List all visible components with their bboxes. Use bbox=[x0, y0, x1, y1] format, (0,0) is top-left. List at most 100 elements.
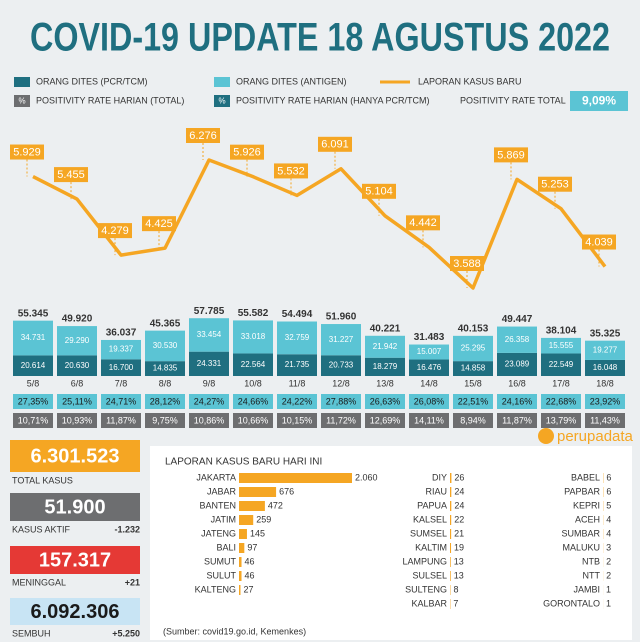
total-label: 49.920 bbox=[62, 314, 93, 325]
value-label: 5.869 bbox=[497, 149, 525, 161]
positivity-cell bbox=[321, 413, 361, 428]
bar bbox=[239, 585, 241, 595]
total-label: 40.153 bbox=[458, 323, 489, 334]
value-label-box bbox=[538, 176, 572, 192]
stat-value: 6.301.523 bbox=[31, 445, 120, 467]
value-label-box bbox=[582, 234, 616, 250]
value-label: 8 bbox=[453, 584, 458, 594]
legend-label: ORANG DITES (PCR/TCM) bbox=[36, 76, 148, 86]
total-label: 35.325 bbox=[590, 328, 621, 339]
positivity-cell bbox=[189, 394, 229, 409]
bar-segment bbox=[365, 357, 405, 376]
bar bbox=[239, 571, 242, 581]
province-name: SULTENG bbox=[405, 584, 447, 594]
positivity-cell bbox=[321, 394, 361, 409]
segment-label: 20.733 bbox=[329, 361, 354, 370]
value-label: 6 bbox=[606, 472, 611, 482]
segment-label: 21.735 bbox=[285, 360, 310, 369]
stat-box bbox=[10, 598, 140, 625]
value-label-box bbox=[10, 144, 44, 160]
value-label: 6.276 bbox=[189, 130, 217, 142]
bar bbox=[450, 473, 452, 483]
value-label: 2 bbox=[606, 570, 611, 580]
province-name: BABEL bbox=[571, 472, 600, 482]
legend-swatch bbox=[14, 95, 30, 107]
positivity-total: 24,66% bbox=[238, 396, 269, 406]
value-label: 259 bbox=[256, 514, 271, 524]
positivity-cell bbox=[13, 413, 53, 428]
total-label: 36.037 bbox=[106, 328, 137, 339]
segment-label: 22.564 bbox=[241, 360, 266, 369]
positivity-cell bbox=[145, 413, 185, 428]
total-label: 57.785 bbox=[194, 306, 225, 317]
bar bbox=[239, 557, 242, 567]
positivity-total: 23,92% bbox=[590, 396, 621, 406]
positivity-pcr: 10,86% bbox=[194, 415, 225, 425]
bar-segment bbox=[409, 344, 449, 360]
chart-title: LAPORAN KASUS BARU HARI INI bbox=[165, 457, 322, 468]
x-tick-label: 11/8 bbox=[289, 378, 306, 388]
segment-label: 15.555 bbox=[549, 341, 574, 350]
value-label: 1 bbox=[606, 598, 611, 608]
value-label: 13 bbox=[454, 556, 464, 566]
positivity-pcr: 13,79% bbox=[546, 415, 577, 425]
total-label: 55.345 bbox=[18, 308, 49, 319]
legend-symbol: % bbox=[18, 97, 25, 106]
province-name: PAPBAR bbox=[564, 486, 600, 496]
stat-value: 6.092.306 bbox=[31, 601, 120, 623]
bar-segment bbox=[277, 321, 317, 355]
value-label: 46 bbox=[245, 570, 255, 580]
stat-box bbox=[10, 546, 140, 574]
positivity-cell bbox=[497, 413, 537, 428]
bar-segment bbox=[321, 324, 361, 356]
positivity-total: 22,68% bbox=[546, 396, 577, 406]
bar bbox=[450, 487, 452, 497]
positivity-cell bbox=[541, 413, 581, 428]
province-name: JAMBI bbox=[573, 584, 600, 594]
segment-label: 19.337 bbox=[109, 345, 134, 354]
province-name: ACEH bbox=[575, 514, 600, 524]
segment-label: 26.358 bbox=[505, 335, 530, 344]
legend-swatch bbox=[14, 77, 30, 87]
value-label-box bbox=[362, 183, 396, 199]
positivity-cell bbox=[585, 394, 625, 409]
bar bbox=[239, 515, 254, 525]
bar-segment bbox=[145, 361, 185, 376]
brand-icon bbox=[538, 428, 554, 444]
province-name: JABAR bbox=[207, 486, 237, 496]
positivity-cell bbox=[57, 394, 97, 409]
value-label: 13 bbox=[454, 570, 464, 580]
segment-label: 23.089 bbox=[505, 360, 530, 369]
stat-value: 51.900 bbox=[44, 496, 105, 518]
positivity-cell bbox=[585, 413, 625, 428]
overall-box bbox=[570, 91, 628, 111]
segment-label: 14.858 bbox=[461, 364, 486, 373]
segment-label: 15.007 bbox=[417, 347, 442, 356]
positivity-cell bbox=[541, 394, 581, 409]
positivity-cell bbox=[101, 394, 141, 409]
stat-label: SEMBUH bbox=[12, 628, 51, 638]
positivity-pcr: 11,72% bbox=[326, 415, 356, 425]
value-label-box bbox=[450, 256, 484, 271]
province-name: KALTENG bbox=[195, 584, 236, 594]
segment-label: 32.759 bbox=[285, 333, 310, 342]
bar-segment bbox=[233, 320, 273, 354]
bar bbox=[450, 557, 451, 567]
positivity-cell bbox=[233, 394, 273, 409]
value-label: 4.425 bbox=[145, 218, 173, 230]
positivity-total: 25,11% bbox=[62, 396, 92, 406]
segment-label: 20.614 bbox=[21, 361, 46, 370]
positivity-total: 27,88% bbox=[326, 396, 357, 406]
segment-label: 24.331 bbox=[197, 359, 222, 368]
bar-segment bbox=[409, 359, 449, 376]
positivity-pcr: 9,75% bbox=[152, 415, 178, 425]
segment-label: 29.290 bbox=[65, 336, 90, 345]
segment-label: 33.018 bbox=[241, 332, 266, 341]
bar-segment bbox=[13, 320, 53, 356]
positivity-total: 24,27% bbox=[194, 396, 225, 406]
x-tick-label: 15/8 bbox=[464, 378, 482, 388]
positivity-cell bbox=[13, 394, 53, 409]
value-label: 5.455 bbox=[57, 169, 85, 181]
x-tick-label: 14/8 bbox=[420, 378, 438, 388]
stat-box bbox=[10, 493, 140, 521]
